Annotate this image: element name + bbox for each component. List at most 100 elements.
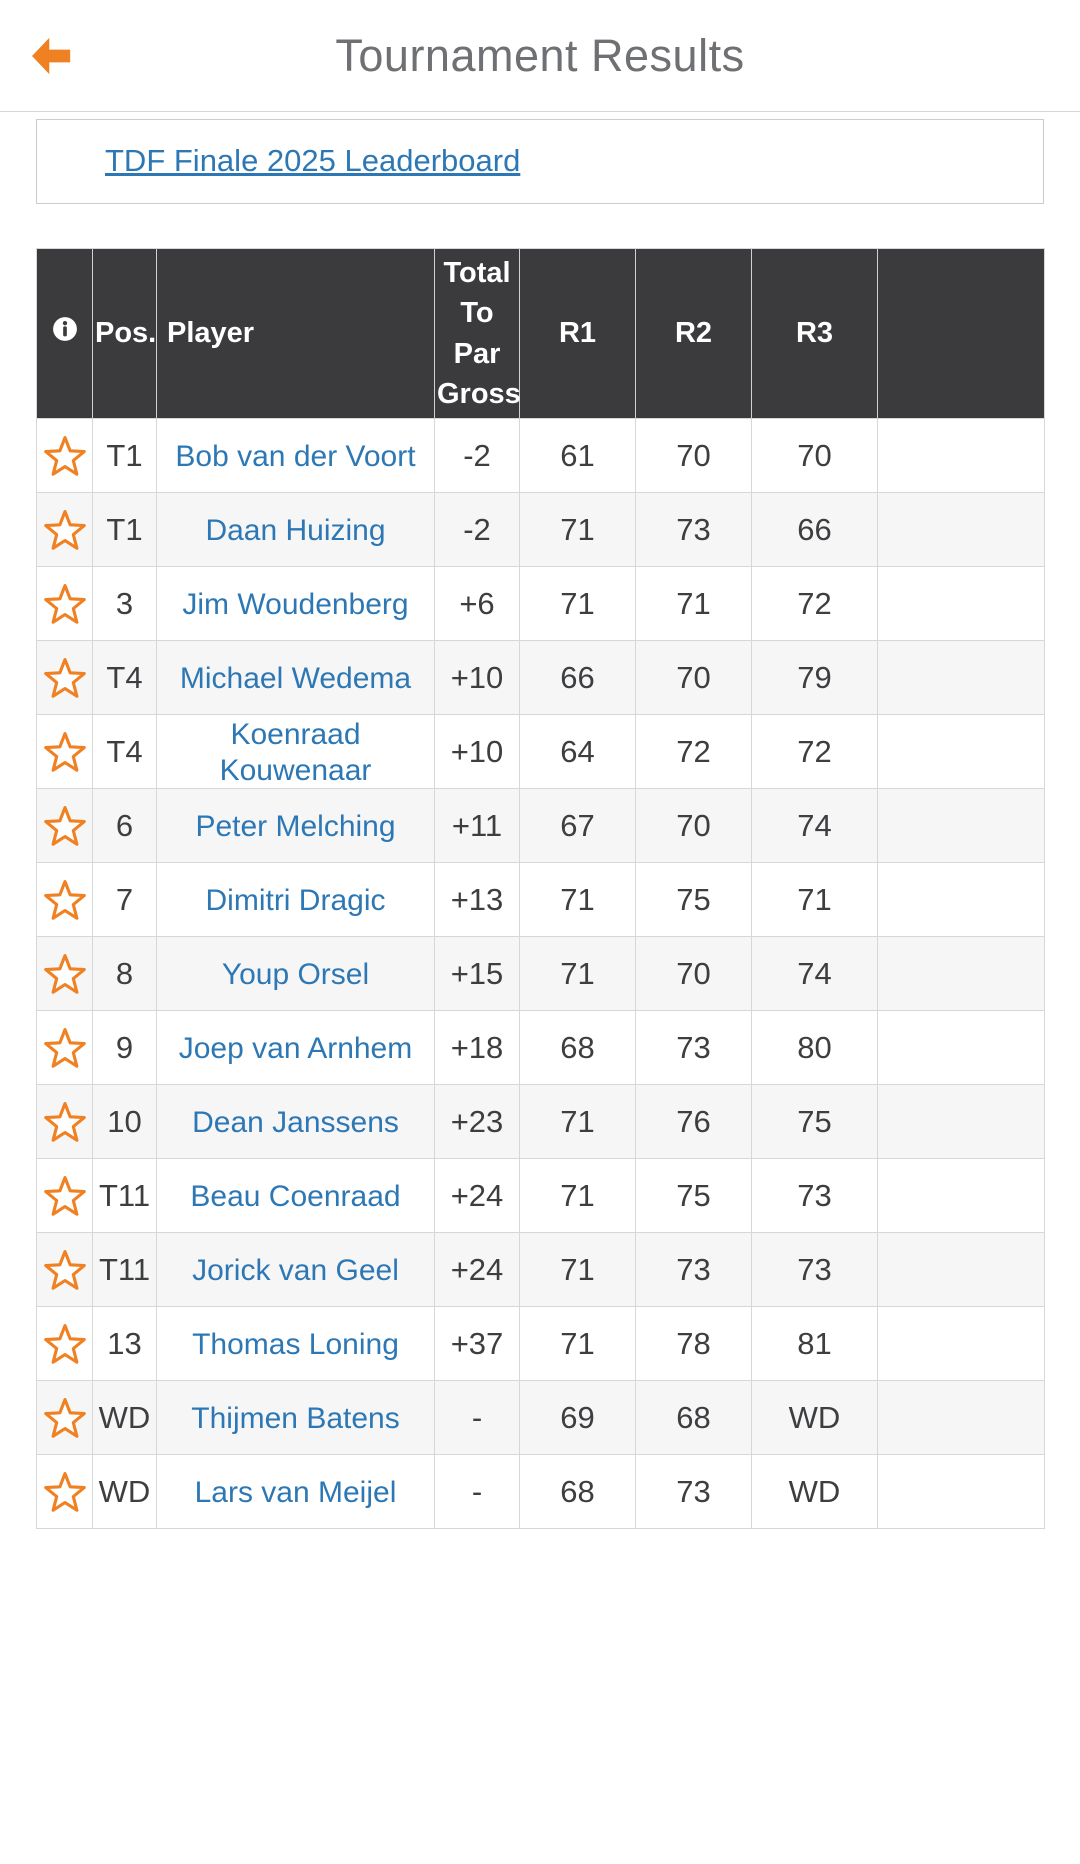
position-cell: T4 [92, 640, 157, 715]
star-icon [43, 1471, 86, 1512]
r1-cell: 71 [519, 1232, 636, 1307]
r3-cell: 74 [751, 788, 878, 863]
player-link[interactable]: Thijmen Batens [191, 1401, 400, 1435]
favorite-star-button[interactable] [39, 789, 90, 862]
r2-cell: 71 [635, 566, 752, 641]
extra-cell [877, 788, 1045, 863]
player-cell: Daan Huizing [156, 492, 435, 567]
total-to-par-cell: +15 [434, 936, 520, 1011]
col-pos: Pos. [92, 248, 157, 419]
position-cell: 13 [92, 1306, 157, 1381]
favorite-star-button[interactable] [39, 863, 90, 936]
r1-cell: 67 [519, 788, 636, 863]
col-extra [877, 248, 1045, 419]
extra-cell [877, 492, 1045, 567]
back-arrow-icon [32, 37, 71, 74]
favorite-star-button[interactable] [39, 937, 90, 1010]
favorite-star-button[interactable] [39, 1011, 90, 1084]
leaderboard-body: T1 Bob van der Voort -2 61 70 70 T1 Daan… [36, 418, 1045, 1529]
leaderboard-table: Pos. Player Total To Par Gross R1 R2 R3 … [36, 248, 1045, 1529]
r2-cell: 70 [635, 418, 752, 493]
r1-cell: 69 [519, 1380, 636, 1455]
player-link[interactable]: Peter Melching [195, 809, 396, 843]
leaderboard-link[interactable]: TDF Finale 2025 Leaderboard [105, 143, 521, 178]
back-button[interactable] [24, 32, 80, 80]
r3-cell: 72 [751, 714, 878, 789]
player-link[interactable]: Jorick van Geel [192, 1253, 399, 1287]
favorite-star-button[interactable] [39, 1381, 90, 1454]
r3-cell: 81 [751, 1306, 878, 1381]
player-link[interactable]: Joep van Arnhem [178, 1031, 413, 1065]
player-cell: Dean Janssens [156, 1084, 435, 1159]
player-link[interactable]: Bob van der Voort [175, 439, 416, 473]
r1-cell: 71 [519, 566, 636, 641]
r1-cell: 61 [519, 418, 636, 493]
player-link[interactable]: Michael Wedema [179, 661, 412, 695]
favorite-cell [36, 788, 93, 863]
r3-cell: WD [751, 1380, 878, 1455]
extra-cell [877, 1454, 1045, 1529]
favorite-cell [36, 566, 93, 641]
position-cell: T11 [92, 1232, 157, 1307]
star-icon [43, 731, 86, 772]
favorite-star-button[interactable] [39, 1085, 90, 1158]
player-link[interactable]: Beau Coenraad [190, 1179, 401, 1213]
table-row: T1 Bob van der Voort -2 61 70 70 [36, 418, 1045, 493]
star-icon [43, 1249, 86, 1290]
player-cell: Peter Melching [156, 788, 435, 863]
r3-cell: 73 [751, 1158, 878, 1233]
r3-cell: 80 [751, 1010, 878, 1085]
player-link[interactable]: Thomas Loning [192, 1327, 399, 1361]
total-to-par-cell: +6 [434, 566, 520, 641]
favorite-star-button[interactable] [39, 419, 90, 492]
info-icon[interactable] [52, 316, 78, 342]
favorite-cell [36, 1454, 93, 1529]
player-link[interactable]: Daan Huizing [205, 513, 386, 547]
r3-cell: 71 [751, 862, 878, 937]
star-icon [43, 583, 86, 624]
extra-cell [877, 1232, 1045, 1307]
total-to-par-cell: - [434, 1380, 520, 1455]
table-row: T1 Daan Huizing -2 71 73 66 [36, 492, 1045, 567]
favorite-cell [36, 862, 93, 937]
favorite-star-button[interactable] [39, 1455, 90, 1528]
player-cell: Jorick van Geel [156, 1232, 435, 1307]
player-link[interactable]: Lars van Meijel [194, 1475, 397, 1509]
r2-cell: 73 [635, 1010, 752, 1085]
r1-cell: 71 [519, 492, 636, 567]
total-to-par-cell: +11 [434, 788, 520, 863]
r2-cell: 75 [635, 1158, 752, 1233]
favorite-star-button[interactable] [39, 715, 90, 788]
star-icon [43, 1027, 86, 1068]
r1-cell: 68 [519, 1010, 636, 1085]
page-title: Tournament Results [335, 29, 745, 81]
player-link[interactable]: Dimitri Dragic [205, 883, 386, 917]
r1-cell: 71 [519, 862, 636, 937]
table-row: 13 Thomas Loning +37 71 78 81 [36, 1306, 1045, 1381]
favorite-star-button[interactable] [39, 1159, 90, 1232]
position-cell: 3 [92, 566, 157, 641]
favorite-cell [36, 1232, 93, 1307]
favorite-star-button[interactable] [39, 493, 90, 566]
player-cell: Bob van der Voort [156, 418, 435, 493]
total-to-par-cell: +37 [434, 1306, 520, 1381]
extra-cell [877, 936, 1045, 1011]
favorite-cell [36, 936, 93, 1011]
col-player: Player [156, 248, 435, 419]
r3-cell: 70 [751, 418, 878, 493]
player-link[interactable]: Dean Janssens [192, 1105, 399, 1139]
extra-cell [877, 566, 1045, 641]
favorite-star-button[interactable] [39, 1233, 90, 1306]
favorite-star-button[interactable] [39, 567, 90, 640]
position-cell: 8 [92, 936, 157, 1011]
favorite-star-button[interactable] [39, 641, 90, 714]
star-icon [43, 879, 86, 920]
table-row: 8 Youp Orsel +15 71 70 74 [36, 936, 1045, 1011]
player-link[interactable]: Jim Woudenberg [182, 587, 409, 621]
player-link[interactable]: Koenraad Kouwenaar [219, 717, 372, 787]
extra-cell [877, 640, 1045, 715]
table-row: WD Thijmen Batens - 69 68 WD [36, 1380, 1045, 1455]
player-link[interactable]: Youp Orsel [221, 957, 370, 991]
table-row: WD Lars van Meijel - 68 73 WD [36, 1454, 1045, 1529]
favorite-star-button[interactable] [39, 1307, 90, 1380]
